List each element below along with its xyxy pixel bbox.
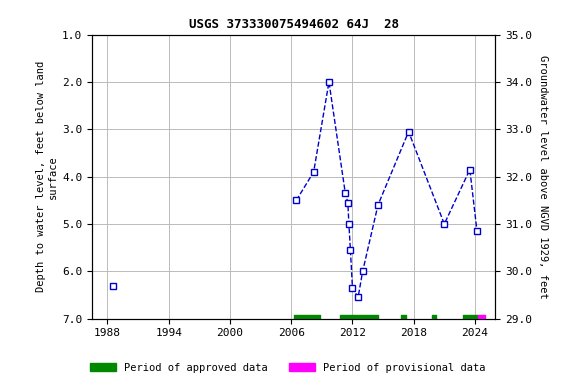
Title: USGS 373330075494602 64J  28: USGS 373330075494602 64J 28	[189, 18, 399, 31]
Y-axis label: Depth to water level, feet below land
surface: Depth to water level, feet below land su…	[36, 61, 58, 292]
Legend: Period of approved data, Period of provisional data: Period of approved data, Period of provi…	[86, 359, 490, 377]
Y-axis label: Groundwater level above NGVD 1929, feet: Groundwater level above NGVD 1929, feet	[537, 55, 548, 298]
